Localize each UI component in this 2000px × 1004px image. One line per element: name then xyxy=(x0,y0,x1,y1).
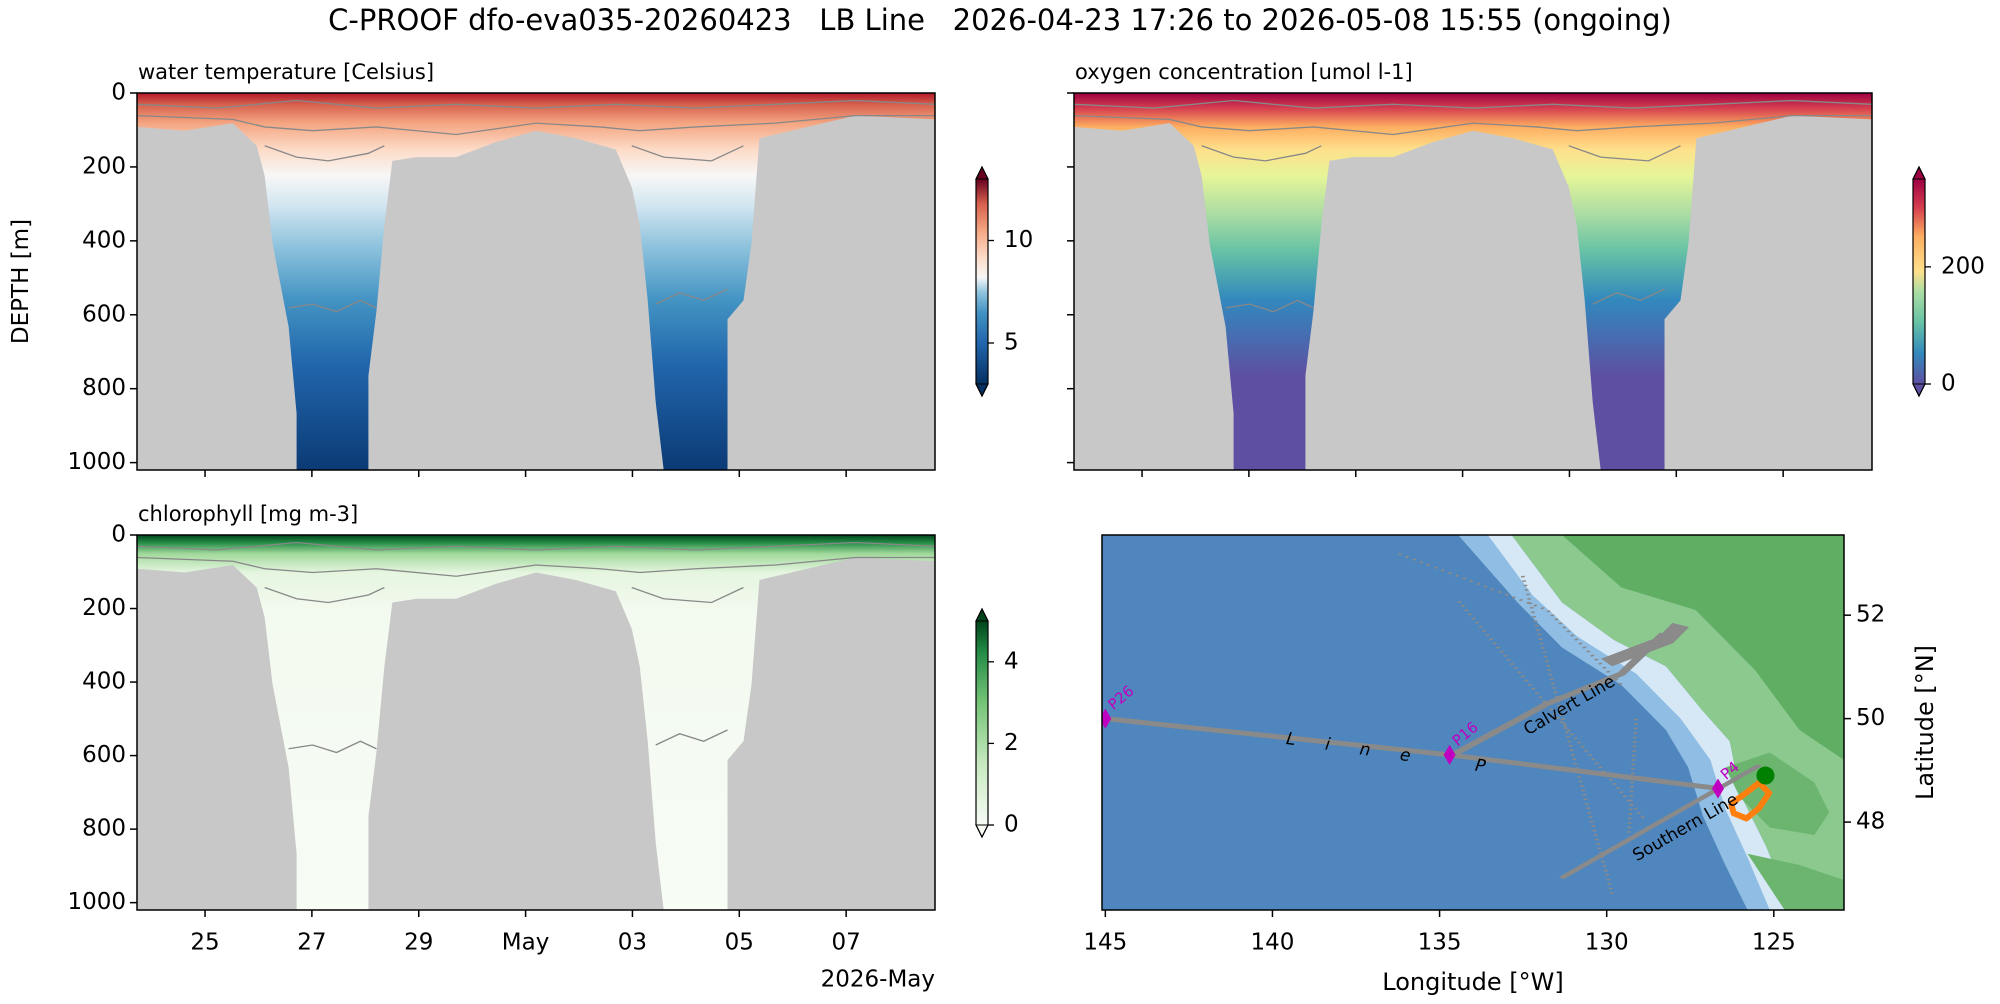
x-tick-label: 130 xyxy=(1585,930,1629,956)
seafloor-mask xyxy=(137,535,935,910)
y-tick-label: 400 xyxy=(82,227,126,253)
x-tick-label: 125 xyxy=(1752,930,1796,956)
x-tick-label: 03 xyxy=(618,930,647,956)
colorbar xyxy=(976,621,988,825)
x-tick-label: 135 xyxy=(1418,930,1462,956)
y-tick-label: 1000 xyxy=(67,449,126,475)
x-offset-label: 2026-May xyxy=(821,967,935,993)
axes-frame xyxy=(1101,534,1845,911)
colorbar-extend xyxy=(975,383,989,398)
figure-title: C-PROOF dfo-eva035-20260423 LB Line 2026… xyxy=(328,3,1672,37)
x-tick-label: 140 xyxy=(1251,930,1295,956)
colorbar-tick-label: 0 xyxy=(1941,371,1956,397)
axes-frame xyxy=(136,92,936,471)
x-tick-label: 25 xyxy=(190,930,219,956)
seafloor-mask xyxy=(1074,93,1872,470)
station-marker xyxy=(1443,744,1456,765)
x-tick-label: 145 xyxy=(1083,930,1127,956)
colorbar-tick-label: 5 xyxy=(1004,330,1019,356)
colorbar-extend xyxy=(975,824,989,839)
colorbar-extend xyxy=(1912,383,1926,398)
colorbar-tick-label: 4 xyxy=(1004,648,1019,674)
glider-track xyxy=(1728,779,1773,822)
seafloor-mask xyxy=(137,93,935,470)
x-axis-label: Longitude [°W] xyxy=(1382,968,1563,996)
y-tick-label: 800 xyxy=(82,816,126,842)
y-tick-label: 50 xyxy=(1856,705,1885,731)
y-tick-label: 52 xyxy=(1856,602,1885,628)
map-background xyxy=(1102,535,1844,910)
x-tick-label: 05 xyxy=(725,930,754,956)
panel-title: chlorophyll [mg m-3] xyxy=(138,502,358,526)
y-tick-label: 400 xyxy=(82,669,126,695)
x-tick-label: 27 xyxy=(297,930,326,956)
colorbar-outline xyxy=(975,165,989,398)
station-marker xyxy=(1102,708,1112,729)
y-tick-label: 600 xyxy=(82,301,126,327)
panel-title: oxygen concentration [umol l-1] xyxy=(1075,60,1413,84)
y-tick-label: 600 xyxy=(82,742,126,768)
colorbar-extend xyxy=(975,165,989,180)
colorbar-tick-label: 0 xyxy=(1004,812,1019,838)
y-tick-label: 48 xyxy=(1856,809,1885,835)
y-axis-label: DEPTH [m] xyxy=(8,219,34,344)
y-tick-label: 0 xyxy=(111,522,126,548)
x-tick-label: 29 xyxy=(404,930,433,956)
y-axis-label: Latitude [°N] xyxy=(1911,645,1939,800)
axes-frame xyxy=(136,534,936,911)
station-marker xyxy=(1711,778,1724,799)
y-tick-label: 1000 xyxy=(67,889,126,915)
axes-frame xyxy=(1073,92,1873,471)
y-tick-label: 200 xyxy=(82,153,126,179)
colorbar-tick-label: 200 xyxy=(1941,253,1985,279)
panel-title: water temperature [Celsius] xyxy=(138,60,434,84)
y-tick-label: 200 xyxy=(82,595,126,621)
colorbar-tick-label: 2 xyxy=(1004,730,1019,756)
current-position xyxy=(1756,766,1775,785)
colorbar-tick-label: 10 xyxy=(1004,227,1033,253)
colorbar-extend xyxy=(1912,165,1926,180)
y-tick-label: 0 xyxy=(111,80,126,106)
x-tick-label: 07 xyxy=(832,930,861,956)
colorbar xyxy=(976,179,988,384)
y-tick-label: 800 xyxy=(82,375,126,401)
x-tick-label: May xyxy=(502,930,550,956)
colorbar-extend xyxy=(975,607,989,622)
colorbar xyxy=(1913,179,1925,384)
